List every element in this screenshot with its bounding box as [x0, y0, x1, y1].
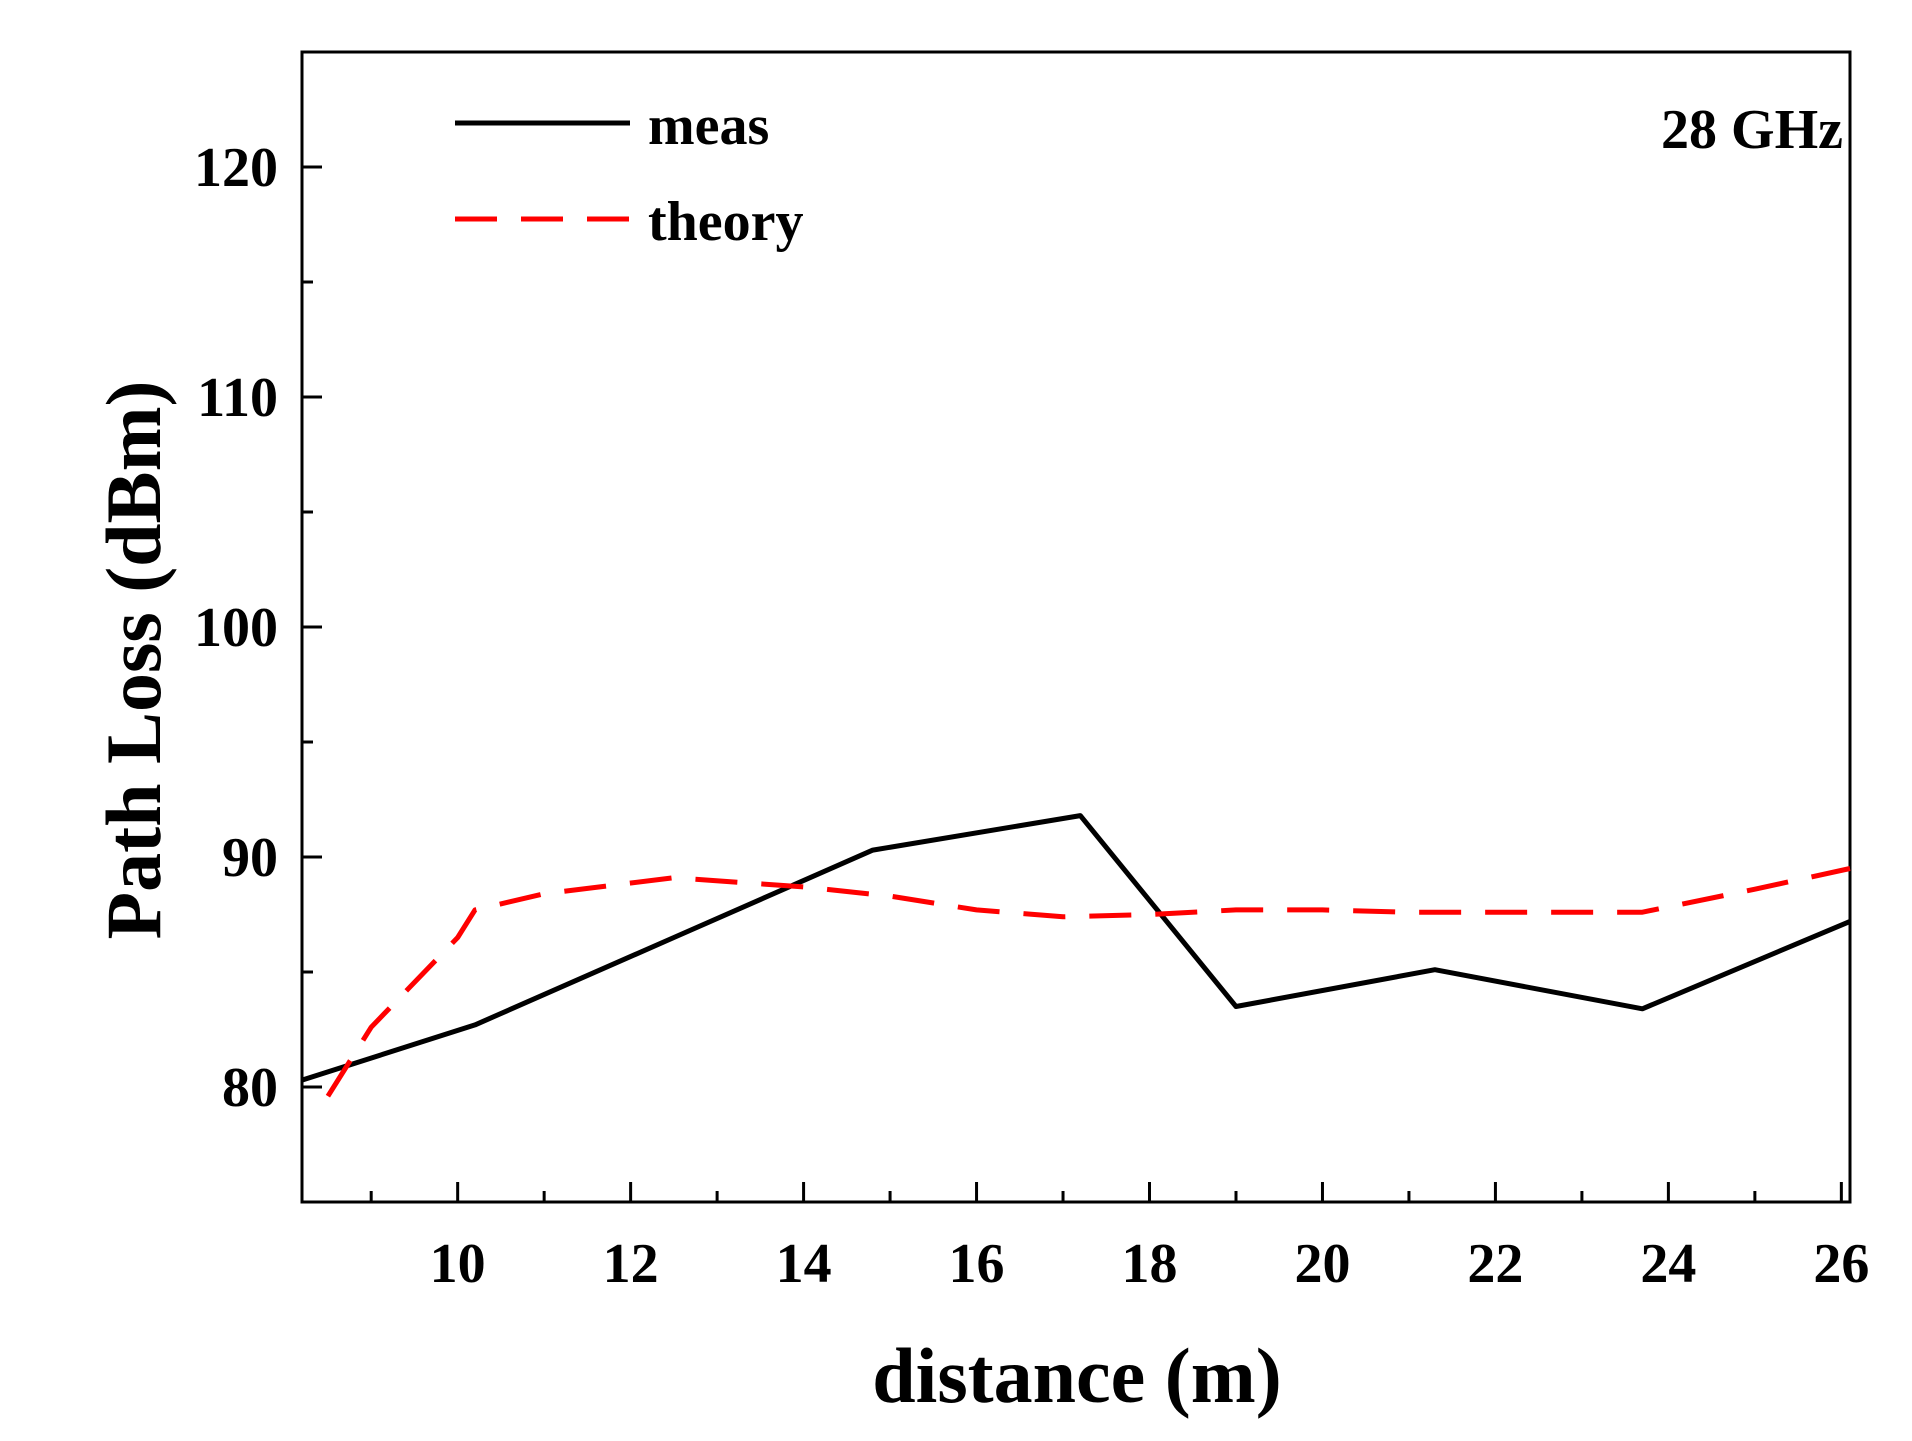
- x-tick-label-26: 26: [1813, 1233, 1869, 1295]
- legend-label-theory: theory: [648, 191, 804, 253]
- x-axis-tick-labels: 10 12 14 16 18 20 22 24 26: [430, 1233, 1870, 1295]
- series-group: [301, 813, 1851, 1098]
- x-tick-label-24: 24: [1640, 1233, 1696, 1295]
- y-axis-ticks: [302, 165, 322, 1089]
- x-tick-label-18: 18: [1122, 1233, 1178, 1295]
- x-tick-label-16: 16: [949, 1233, 1005, 1295]
- x-tick-label-12: 12: [603, 1233, 659, 1295]
- frequency-annotation: 28 GHz: [1661, 99, 1843, 161]
- y-tick-label-110: 110: [197, 367, 278, 429]
- series-line-meas: [301, 813, 1851, 1083]
- y-tick-label-100: 100: [194, 597, 278, 659]
- x-axis-ticks: [369, 1182, 1843, 1202]
- y-axis-title: Path Loss (dBm): [90, 380, 177, 939]
- x-tick-label-20: 20: [1294, 1233, 1350, 1295]
- legend: meas theory: [455, 95, 804, 253]
- y-axis-tick-labels: 80 90 100 110 120: [194, 137, 278, 1119]
- x-tick-label-14: 14: [776, 1233, 832, 1295]
- x-axis-title: distance (m): [872, 1332, 1281, 1419]
- plot-frame: [300, 50, 1852, 1204]
- y-tick-label-80: 80: [222, 1057, 278, 1119]
- series-line-theory: [325, 866, 1851, 1098]
- y-tick-label-120: 120: [194, 137, 278, 199]
- x-tick-label-10: 10: [430, 1233, 486, 1295]
- x-tick-label-22: 22: [1467, 1233, 1523, 1295]
- legend-label-meas: meas: [648, 95, 769, 157]
- y-tick-label-90: 90: [222, 827, 278, 889]
